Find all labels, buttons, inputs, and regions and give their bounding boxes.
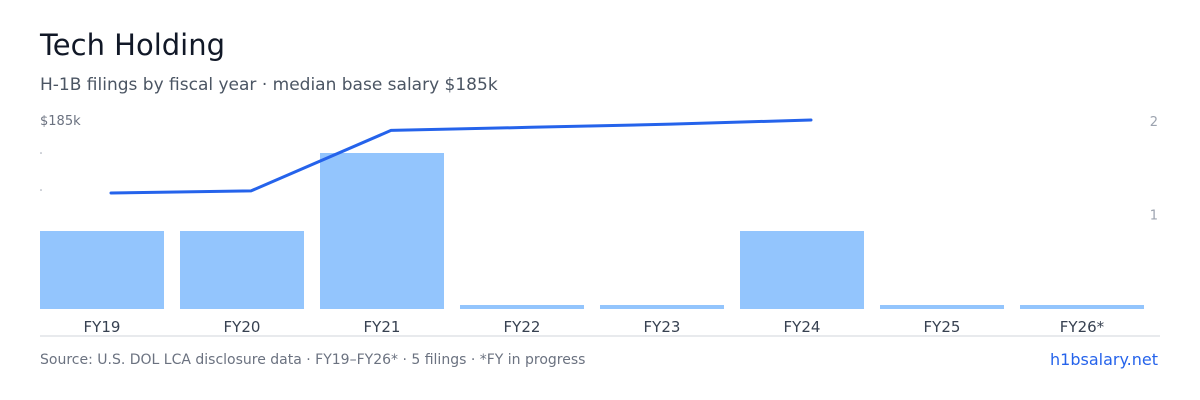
- salary-line: [109, 118, 813, 195]
- bar-fy19: [40, 231, 164, 309]
- left-tick-mark: [40, 152, 42, 154]
- x-tick-label: FY24: [784, 318, 821, 336]
- bar-fy22: [460, 305, 584, 309]
- x-tick-label: FY20: [224, 318, 261, 336]
- bar-fy24: [740, 231, 864, 309]
- x-tick-label: FY23: [644, 318, 681, 336]
- bar-fy26-partial: [1020, 305, 1144, 309]
- bar-fy21: [320, 153, 444, 309]
- site-link[interactable]: h1bsalary.net: [1050, 350, 1158, 369]
- left-axis-label: $185k: [40, 114, 81, 129]
- bar-fy23: [600, 305, 724, 309]
- bar-fy20: [180, 231, 304, 309]
- left-tick-mark: [40, 189, 42, 191]
- source-note: Source: U.S. DOL LCA disclosure data · F…: [40, 352, 586, 368]
- x-tick-label: FY21: [364, 318, 401, 336]
- right-tick-label: 2: [1150, 115, 1158, 130]
- bar-fy25: [880, 305, 1004, 309]
- x-tick-label: FY25: [924, 318, 961, 336]
- x-tick-label: FY19: [84, 318, 121, 336]
- chart-subtitle: H-1B filings by fiscal year · median bas…: [40, 75, 498, 95]
- x-tick-label: FY22: [504, 318, 541, 336]
- x-tick-label: FY26*: [1060, 318, 1105, 336]
- right-tick-label: 1: [1150, 208, 1158, 223]
- chart-title: Tech Holding: [40, 28, 226, 62]
